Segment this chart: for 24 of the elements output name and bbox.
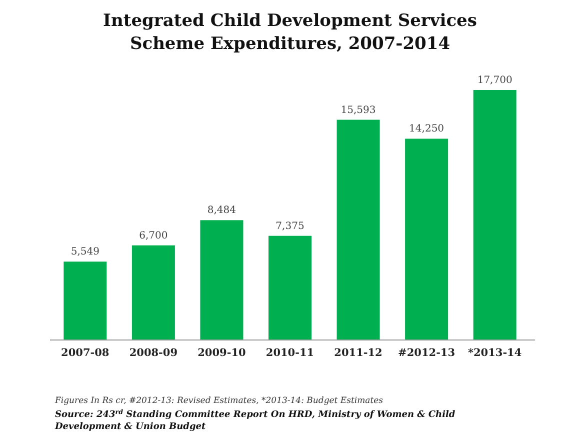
x-tick-label: #2012-13 bbox=[398, 347, 456, 359]
data-label: 15,593 bbox=[340, 104, 376, 116]
data-label: 5,549 bbox=[70, 246, 100, 258]
x-tick-label: 2008-09 bbox=[129, 347, 178, 359]
x-tick-label: 2010-11 bbox=[266, 347, 314, 359]
data-label: 14,250 bbox=[409, 124, 444, 135]
text: Figures In Rs cr, #2012-13: Revised Estimates, *2013-14: Budget Estimates bbox=[54, 396, 384, 406]
data-label: 17,700 bbox=[477, 75, 512, 86]
bar bbox=[405, 138, 448, 340]
bar bbox=[268, 236, 312, 340]
source-note: Source: 243$^{rd}$ Standing Committee Report On HRD, Ministry of Women & Child Development & Union Budget bbox=[54, 408, 456, 432]
bar bbox=[200, 220, 244, 340]
data-label: 8,484 bbox=[207, 205, 236, 216]
bar bbox=[336, 120, 380, 340]
x-tick-label: 2007-08 bbox=[61, 347, 110, 359]
chart-title: Integrated Child Development Services Scheme Expenditures, 2007-2014 bbox=[103, 11, 477, 54]
bar bbox=[64, 262, 107, 340]
x-tick-label: *2013-14 bbox=[468, 347, 522, 359]
bar bbox=[132, 245, 175, 340]
bar bbox=[473, 90, 516, 340]
data-label: 7,375 bbox=[276, 220, 304, 232]
x-tick-label: 2009-10 bbox=[198, 347, 246, 359]
x-tick-label: 2011-12 bbox=[334, 347, 382, 359]
data-label: 6,700 bbox=[139, 230, 168, 242]
